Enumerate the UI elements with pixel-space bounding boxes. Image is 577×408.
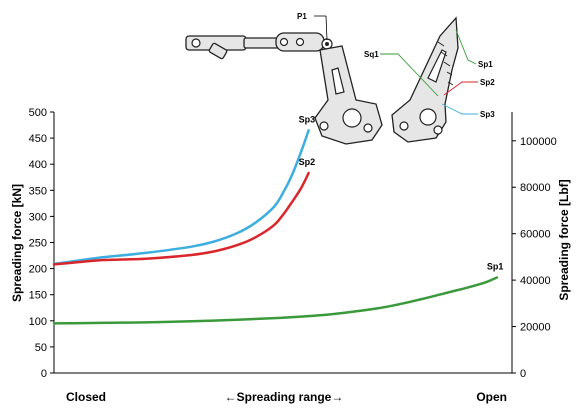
sq1-leader-line [380,53,439,97]
x-label-closed: Closed [66,390,106,404]
piston-arm-drawing [185,32,333,60]
sp1-leader-line [455,29,477,65]
spreader-mechanism-illustration: P1 Sq1 Sp1 Sp2 Sp3 [185,12,495,145]
series-label-sp1: Sp1 [487,261,504,271]
left-y-tick-label: 300 [29,211,47,223]
left-y-ticks: 0 50 100 150 200 250 300 350 400 450 500 [29,107,54,380]
right-y-ticks: 0 20000 40000 60000 80000 100000 [512,136,557,380]
series-layer [52,129,499,325]
left-y-tick-label: 100 [29,316,47,328]
x-label-open: Open [476,390,507,404]
series-line-sp2 [52,171,310,266]
left-y-tick-label: 500 [29,107,47,119]
y-axis-title-right: Spreading force [Lbf] [557,179,571,300]
left-y-tick-label: 400 [29,159,47,171]
sp3-leader-line [441,103,478,115]
p1-leader-line-diag [325,15,328,41]
series-label-sp3: Sp3 [299,114,316,124]
left-y-tick-label: 150 [29,290,47,302]
left-y-tick-label: 350 [29,185,47,197]
mech-label-sp3: Sp3 [480,110,495,119]
mech-label-p1: P1 [297,12,307,21]
left-y-tick-label: 50 [35,342,47,354]
right-y-tick-label: 0 [520,368,526,380]
right-y-tick-label: 80000 [520,182,551,194]
left-y-tick-label: 250 [29,238,47,250]
mech-label-sp2: Sp2 [480,78,495,87]
series-line-sp3 [52,129,310,266]
left-y-tick-label: 200 [29,264,47,276]
right-jaw-body-drawing [391,16,459,143]
right-y-tick-label: 60000 [520,229,551,241]
x-axis-title: ←Spreading range→ [225,390,344,404]
right-y-tick-label: 20000 [520,322,551,334]
mech-label-sq1: Sq1 [364,50,379,59]
series-line-sp1 [52,276,499,325]
series-labels: Sp3 Sp2 Sp1 [299,114,504,271]
left-y-tick-label: 450 [29,133,47,145]
left-y-tick-label: 0 [41,368,47,380]
series-label-sp2: Sp2 [299,157,316,167]
right-y-tick-label: 40000 [520,275,551,287]
y-axis-title-left: Spreading force [kN] [10,184,24,302]
sp2-leader-line [443,81,478,96]
chart-axes [53,112,513,374]
right-y-tick-label: 100000 [520,136,557,148]
mech-label-sp1: Sp1 [478,60,493,69]
left-jaw-body-drawing [314,45,383,145]
